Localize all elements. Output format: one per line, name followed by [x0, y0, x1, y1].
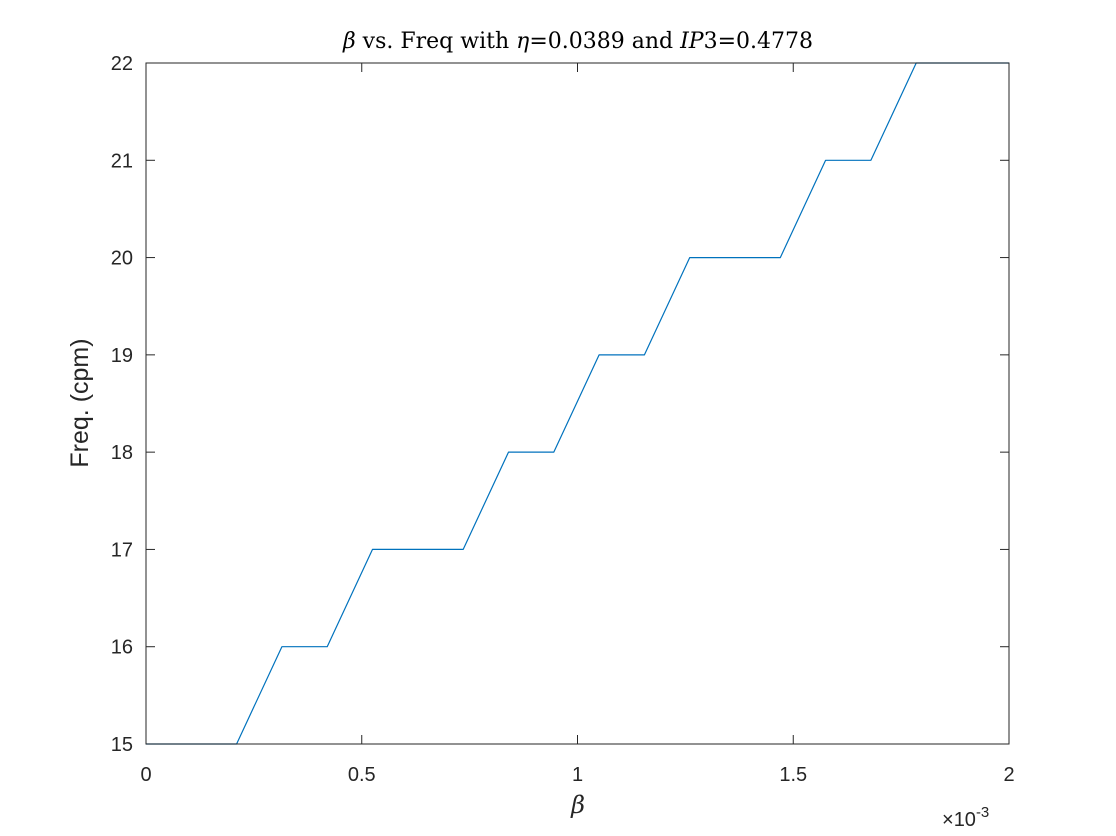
x-tick-label: 1 [572, 764, 583, 786]
x-tick-label: 0 [140, 764, 151, 786]
y-tick-label: 19 [111, 345, 133, 367]
y-tick-label: 17 [111, 539, 133, 561]
y-tick-label: 21 [111, 150, 133, 172]
plot-frame [145, 62, 1010, 745]
y-axis-label: Freq. (cpm) [66, 338, 94, 467]
x-tick-label: 2 [1003, 764, 1014, 786]
exponent-power: -3 [976, 804, 989, 821]
chart-title: β vs. Freq with η=0.0389 and IP3=0.4778 [342, 29, 813, 54]
x-tick-label: 0.5 [348, 764, 376, 786]
title-eta: η [516, 29, 529, 54]
exponent-base: 10 [954, 809, 976, 831]
series-line [146, 62, 1009, 745]
title-text-2: =0.0389 and [529, 29, 680, 54]
exponent-times: × [942, 809, 954, 831]
title-text-1: vs. Freq with [356, 29, 516, 54]
title-text-3: 3=0.4778 [704, 29, 813, 54]
x-tick-label: 1.5 [779, 764, 807, 786]
x-axis-label: β [570, 791, 585, 819]
tick-labels: 0 0.5 1 1.5 2 15 16 17 18 19 20 21 22 [111, 53, 1015, 786]
y-tick-label: 18 [111, 442, 133, 464]
y-tick-label: 22 [111, 53, 133, 75]
title-beta: β [342, 29, 356, 54]
y-tick-label: 20 [111, 248, 133, 270]
y-tick-label: 15 [111, 734, 133, 756]
plot-area [146, 63, 1009, 744]
y-tick-label: 16 [111, 637, 133, 659]
title-ip: IP [679, 29, 705, 54]
x-exponent-label: ×10-3 [942, 804, 989, 831]
